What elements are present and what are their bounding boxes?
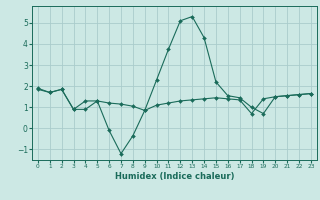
X-axis label: Humidex (Indice chaleur): Humidex (Indice chaleur) <box>115 172 234 181</box>
